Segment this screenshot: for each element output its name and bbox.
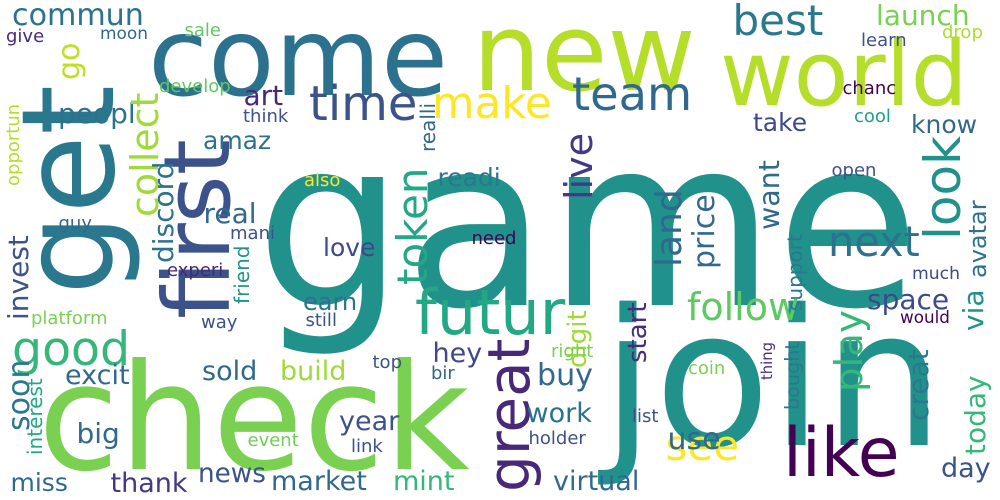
word-know: know xyxy=(911,110,978,139)
word-new: new xyxy=(472,0,696,116)
word-readi: readi xyxy=(437,163,501,192)
word-real: real xyxy=(203,197,257,230)
word-see: see xyxy=(665,421,740,470)
word-love: love xyxy=(323,233,376,262)
word-also: also xyxy=(304,170,341,191)
word-would: would xyxy=(900,306,950,327)
word-give: give xyxy=(6,26,45,47)
word-discord: discord xyxy=(147,161,180,263)
word-game: game xyxy=(255,89,920,361)
word-creat: creat xyxy=(902,349,935,421)
word-event: event xyxy=(247,430,299,451)
word-like: like xyxy=(783,414,900,493)
word-good: good xyxy=(12,321,131,377)
word-cool: cool xyxy=(854,106,891,127)
word-sold: sold xyxy=(202,356,258,387)
word-list: list xyxy=(632,406,659,427)
word-art: art xyxy=(243,79,284,112)
word-play: play xyxy=(827,310,872,392)
word-right: right xyxy=(551,341,594,362)
word-time: time xyxy=(309,76,418,132)
word-year: year xyxy=(339,406,400,437)
word-world: world xyxy=(720,22,968,127)
word-check: check xyxy=(38,332,470,500)
word-next: next xyxy=(828,217,920,266)
word-want: want xyxy=(753,160,786,230)
word-best: best xyxy=(732,0,824,45)
word-miss: miss xyxy=(10,468,68,497)
word-land: land xyxy=(649,189,690,267)
word-sale: sale xyxy=(184,20,221,41)
word-thank: thank xyxy=(110,468,188,499)
word-go: go xyxy=(52,42,87,80)
word-take: take xyxy=(753,108,808,137)
word-way: way xyxy=(201,312,238,333)
word-futur: futur xyxy=(415,276,566,349)
word-come: come xyxy=(148,0,449,121)
word-price: price xyxy=(687,193,722,269)
word-token: token xyxy=(388,167,437,285)
word-day: day xyxy=(941,453,991,484)
word-use: use xyxy=(667,422,721,457)
word-invest: invest xyxy=(2,235,35,320)
word-realli: realli xyxy=(416,102,440,152)
word-chanc: chanc xyxy=(842,78,897,99)
word-hey: hey xyxy=(432,338,483,369)
word-via: via xyxy=(957,289,990,331)
word-today: today xyxy=(959,375,992,455)
word-commun: commun xyxy=(12,0,144,33)
word-virtual: virtual xyxy=(553,466,640,497)
word-space: space xyxy=(867,283,950,316)
word-excit: excit xyxy=(65,360,130,391)
word-build: build xyxy=(280,356,347,387)
word-earn: earn xyxy=(303,288,358,316)
word-work: work xyxy=(526,398,592,429)
word-platform: platform xyxy=(31,308,108,329)
word-opportun: opportun xyxy=(3,103,24,186)
word-holder: holder xyxy=(528,428,586,449)
word-live: live xyxy=(557,132,601,200)
word-develop: develop xyxy=(159,76,231,97)
word-need: need xyxy=(471,228,517,249)
word-big: big xyxy=(76,417,120,450)
word-amaz: amaz xyxy=(203,126,272,155)
word-avatar: avatar xyxy=(964,200,992,278)
word-much: much xyxy=(912,263,960,284)
word-buy: buy xyxy=(537,358,593,393)
word-make: make xyxy=(432,79,552,129)
word-look: look xyxy=(914,135,972,240)
word-peopl: peopl xyxy=(58,97,136,130)
word-drop: drop xyxy=(942,22,983,43)
word-mint: mint xyxy=(393,466,455,497)
word-market: market xyxy=(271,466,367,497)
word-friend: friend xyxy=(230,245,254,304)
word-team: team xyxy=(572,67,693,121)
word-news: news xyxy=(198,458,266,489)
word-learn: learn xyxy=(861,30,907,51)
word-join: join xyxy=(601,269,944,490)
word-still: still xyxy=(305,310,337,331)
word-bought: bought xyxy=(780,342,804,410)
word-support: support xyxy=(783,233,807,311)
word-open: open xyxy=(831,160,877,181)
word-bir: bir xyxy=(431,363,455,384)
word-link: link xyxy=(351,436,383,457)
word-coin: coin xyxy=(688,358,726,379)
word-launch: launch xyxy=(876,0,970,32)
word-interest: interest xyxy=(23,377,47,455)
word-top: top xyxy=(372,352,403,373)
word-moon: moon xyxy=(100,22,149,43)
word-follow: follow xyxy=(687,285,800,329)
word-guy: guy xyxy=(58,213,93,234)
word-think: think xyxy=(243,106,289,127)
word-experi: experi xyxy=(167,260,224,281)
word-mani: mani xyxy=(230,223,275,244)
word-thing: thing xyxy=(758,342,776,380)
word-start: start xyxy=(623,302,653,363)
